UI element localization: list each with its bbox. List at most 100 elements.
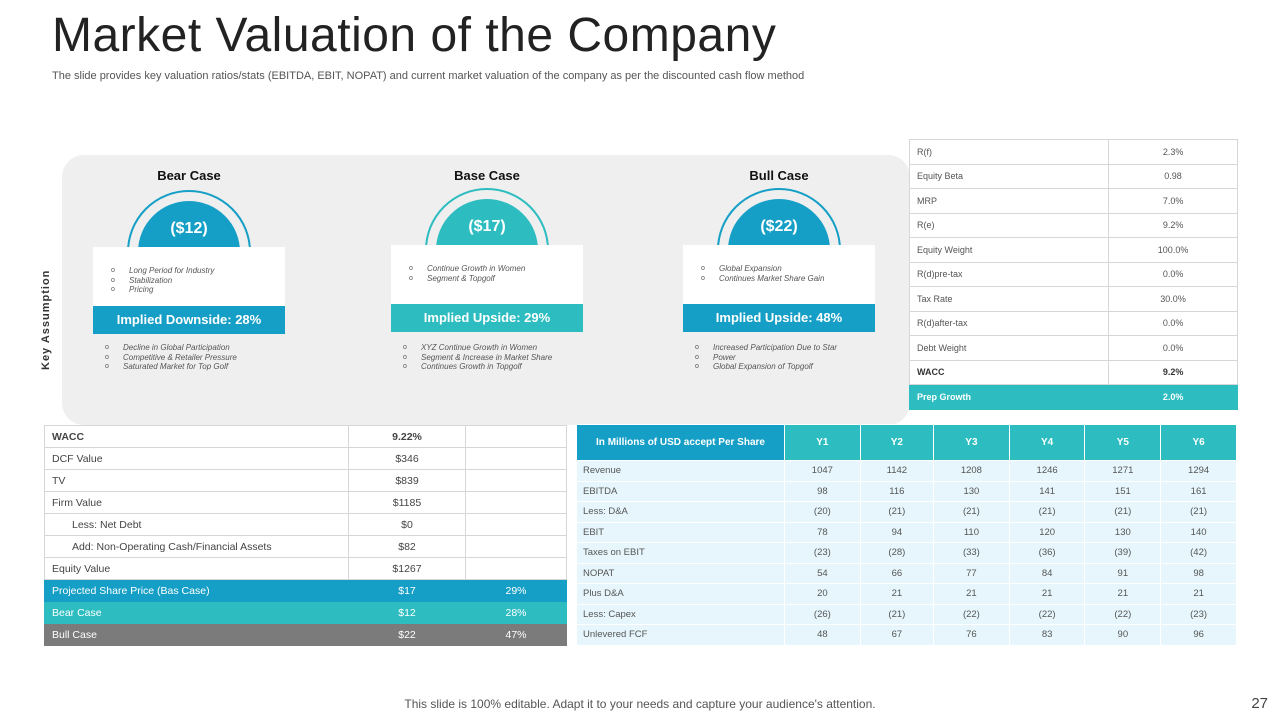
- list-item: Power: [695, 353, 837, 363]
- table-cell: 130: [1084, 521, 1162, 543]
- table-row: TV $839: [44, 469, 567, 492]
- table-cell: 120: [1008, 521, 1086, 543]
- row-label: Less: D&A: [576, 501, 785, 523]
- ratio-label: Tax Rate: [908, 286, 1110, 312]
- table-cell: 20: [784, 583, 861, 605]
- list-item: Global Expansion of Topgolf: [695, 362, 837, 372]
- valuation-label: WACC: [44, 425, 349, 448]
- valuation-value: $1185: [348, 491, 466, 514]
- column-header: Y3: [933, 424, 1010, 461]
- table-row: Equity Value $1267: [44, 557, 567, 580]
- table-cell: (22): [933, 603, 1010, 625]
- valuation-pct: [465, 469, 567, 492]
- column-header: Y4: [1008, 424, 1086, 461]
- row-label: Unlevered FCF: [576, 624, 785, 646]
- valuation-pct: 28%: [465, 601, 567, 624]
- table-cell: 110: [933, 521, 1010, 543]
- list-item: Long Period for Industry: [111, 266, 214, 276]
- table-row: WACC 9.2%: [908, 359, 1238, 385]
- table-row: Taxes on EBIT (23) (28) (33) (36) (39) (42): [576, 542, 1237, 564]
- table-row: Bear Case $12 28%: [44, 601, 567, 624]
- table-cell: 21: [1160, 583, 1237, 605]
- row-label: EBITDA: [576, 480, 785, 502]
- ratio-label: Debt Weight: [908, 335, 1110, 361]
- ratio-value: 2.0%: [1108, 384, 1238, 410]
- table-cell: 96: [1160, 624, 1237, 646]
- table-cell: 1294: [1160, 460, 1237, 482]
- table-row: Tax Rate 30.0%: [908, 286, 1238, 312]
- valuation-value: $17: [348, 579, 466, 602]
- fcf-table: In Millions of USD accept Per Share Y1 Y…: [576, 424, 1237, 646]
- valuation-label: Less: Net Debt: [44, 513, 349, 536]
- table-row: Firm Value $1185: [44, 491, 567, 514]
- column-header: Y2: [859, 424, 935, 461]
- list-item: XYZ Continue Growth in Women: [403, 343, 552, 353]
- bull-case-assumptions: Global Expansion Continues Market Share …: [701, 264, 824, 283]
- table-row: NOPAT 54 66 77 84 91 98: [576, 562, 1237, 584]
- table-cell: 66: [859, 562, 935, 584]
- valuation-label: TV: [44, 469, 349, 492]
- table-cell: 98: [784, 480, 861, 502]
- row-label: Revenue: [576, 460, 785, 482]
- table-cell: 151: [1084, 480, 1162, 502]
- bear-case-gauge: [127, 190, 251, 253]
- table-row: Equity Weight 100.0%: [908, 237, 1238, 263]
- valuation-pct: [465, 447, 567, 470]
- row-label: EBIT: [576, 521, 785, 543]
- base-case-value: ($17): [468, 218, 506, 235]
- table-cell: (21): [859, 501, 935, 523]
- bear-case-value: ($12): [170, 220, 208, 237]
- table-cell: 91: [1084, 562, 1162, 584]
- page-number: 27: [1251, 695, 1268, 712]
- table-row: DCF Value $346: [44, 447, 567, 470]
- ratio-label: Prep Growth: [908, 384, 1110, 410]
- valuation-value: $1267: [348, 557, 466, 580]
- table-cell: (39): [1084, 542, 1162, 564]
- base-case-assumptions: Continue Growth in Women Segment & Topgo…: [409, 264, 525, 283]
- bull-case-title: Bull Case: [749, 168, 809, 183]
- valuation-label: Equity Value: [44, 557, 349, 580]
- ratio-value: 9.2%: [1108, 212, 1238, 238]
- row-label: Taxes on EBIT: [576, 542, 785, 564]
- table-cell: 94: [859, 521, 935, 543]
- table-cell: 76: [933, 624, 1010, 646]
- key-assumption-label: Key Assumption: [40, 269, 52, 370]
- list-item: Decline in Global Participation: [105, 343, 237, 353]
- table-cell: 21: [933, 583, 1010, 605]
- valuation-pct: [465, 557, 567, 580]
- list-item: Segment & Increase in Market Share: [403, 353, 552, 363]
- table-cell: (21): [1160, 501, 1237, 523]
- list-item: Competitive & Retailer Pressure: [105, 353, 237, 363]
- bull-case-gauge: [717, 188, 841, 251]
- column-header: In Millions of USD accept Per Share: [576, 424, 785, 461]
- ratio-label: WACC: [908, 359, 1110, 385]
- table-cell: (21): [933, 501, 1010, 523]
- table-cell: (26): [784, 603, 861, 625]
- list-item: Saturated Market for Top Golf: [105, 362, 237, 372]
- table-cell: 48: [784, 624, 861, 646]
- valuation-pct: [465, 535, 567, 558]
- footer-note: This slide is 100% editable. Adapt it to…: [404, 697, 876, 711]
- table-row: Less: D&A (20) (21) (21) (21) (21) (21): [576, 501, 1237, 523]
- base-case-implied: Implied Upside: 29%: [391, 304, 583, 332]
- list-item: Global Expansion: [701, 264, 824, 274]
- valuation-value: $22: [348, 623, 466, 646]
- ratio-label: Equity Beta: [908, 163, 1110, 189]
- valuation-value: $346: [348, 447, 466, 470]
- ratio-value: 0.0%: [1108, 310, 1238, 336]
- valuation-value: 9.22%: [348, 425, 466, 448]
- bull-case-value: ($22): [760, 218, 798, 235]
- table-cell: 1142: [859, 460, 935, 482]
- valuation-pct: 47%: [465, 623, 567, 646]
- valuation-pct: 29%: [465, 579, 567, 602]
- valuation-table: WACC 9.22% DCF Value $346 TV $839 Firm Valu…: [44, 425, 567, 646]
- table-row: EBIT 78 94 110 120 130 140: [576, 521, 1237, 543]
- table-cell: 54: [784, 562, 861, 584]
- ratio-value: 2.3%: [1108, 139, 1238, 165]
- valuation-label: Bear Case: [44, 601, 349, 624]
- table-header-row: In Millions of USD accept Per Share Y1 Y…: [576, 424, 1237, 461]
- valuation-label: Add: Non-Operating Cash/Financial Assets: [44, 535, 349, 558]
- ratio-value: 0.98: [1108, 163, 1238, 189]
- valuation-pct: [465, 513, 567, 536]
- ratio-label: Equity Weight: [908, 237, 1110, 263]
